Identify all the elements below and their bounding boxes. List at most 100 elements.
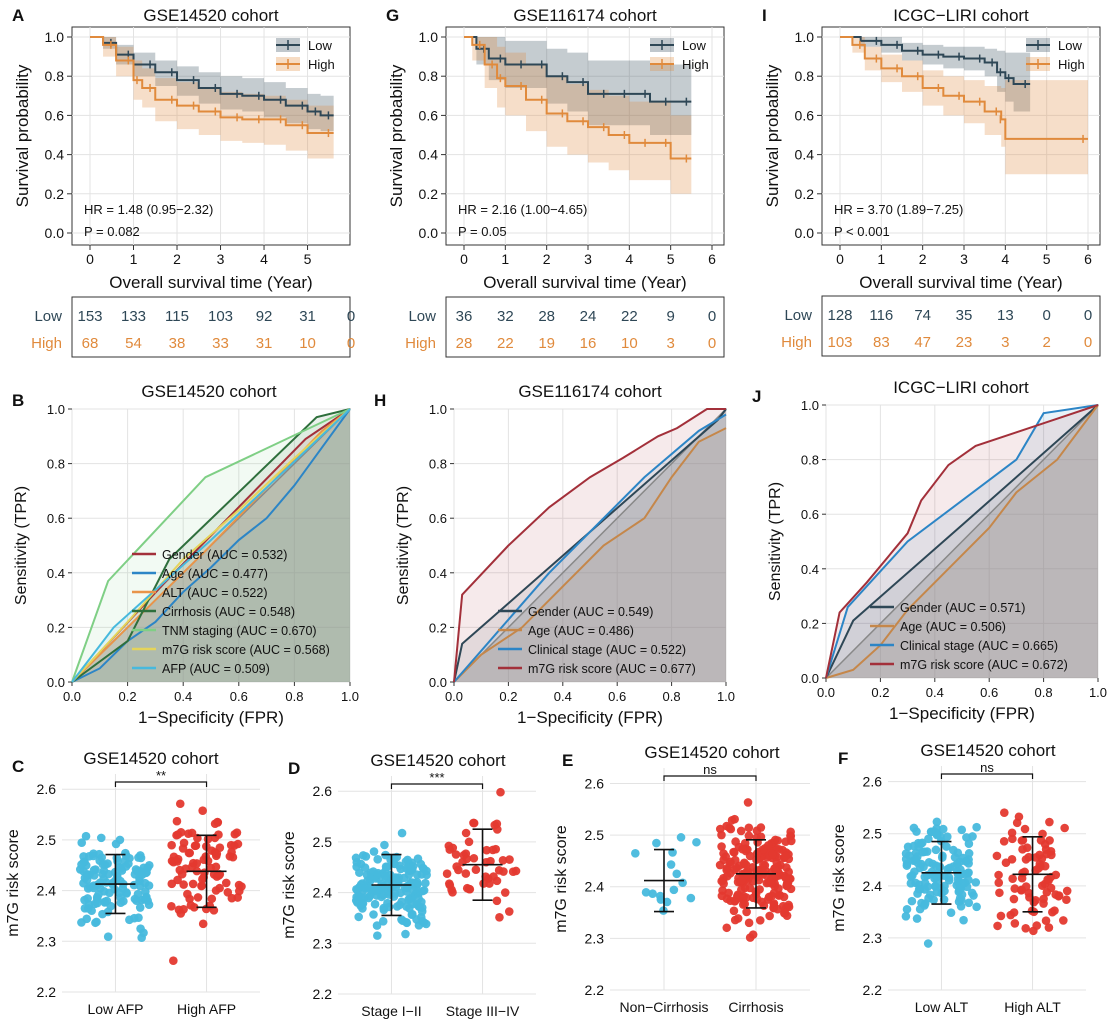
y-tick-label: 0.4 — [801, 562, 819, 577]
data-point — [85, 882, 95, 892]
data-point — [91, 918, 100, 928]
data-point — [1029, 897, 1039, 907]
data-point — [404, 895, 413, 904]
data-point — [492, 896, 502, 906]
ci-band-high — [90, 37, 334, 159]
risk-count-high: 0 — [1084, 334, 1092, 351]
data-point — [383, 898, 392, 908]
data-point — [678, 878, 687, 888]
ci-band-high — [464, 37, 692, 194]
risk-count-low: 9 — [666, 308, 674, 325]
x-tick-label: 6 — [1084, 251, 1092, 267]
y-tick-label: 2.6 — [313, 783, 333, 799]
data-point — [1062, 895, 1071, 904]
y-axis-label: Sensitivity (TPR) — [13, 486, 30, 605]
data-point — [666, 860, 676, 869]
data-point — [1054, 891, 1064, 900]
data-point — [773, 836, 782, 845]
data-point — [717, 891, 727, 901]
y-tick-label: 1.0 — [801, 398, 819, 413]
y-tick-label: 0.6 — [429, 511, 447, 526]
data-point — [481, 872, 490, 881]
y-tick-label: 2.3 — [585, 930, 605, 946]
panel-letter: D — [288, 759, 300, 778]
roc-curve — [71, 408, 351, 683]
data-point — [782, 881, 791, 890]
km-panel-G: G GSE116174 cohort 0 1 2 3 4 5 6 0.0 0.2 0.4 0.6 0.8 1… — [386, 6, 725, 358]
data-point — [401, 929, 410, 939]
data-point — [755, 916, 765, 925]
data-point — [725, 823, 734, 833]
roc-area — [454, 428, 726, 682]
data-point — [773, 904, 783, 914]
data-point — [996, 911, 1006, 921]
data-point — [946, 908, 956, 918]
data-point — [125, 915, 134, 925]
legend-label: TNM staging (AUC = 0.670) — [162, 624, 317, 638]
data-point — [79, 866, 88, 876]
data-point — [1009, 894, 1019, 904]
hazard-ratio-text: HR = 3.70 (1.89−7.25) — [834, 202, 963, 217]
data-point — [94, 849, 104, 859]
data-point — [77, 838, 87, 848]
data-point — [103, 932, 113, 942]
data-point — [786, 827, 795, 837]
data-point — [943, 832, 952, 842]
y-tick-label: 2.2 — [585, 982, 605, 998]
data-point — [369, 847, 379, 856]
data-point — [207, 894, 217, 904]
data-point — [1045, 817, 1054, 827]
data-point — [909, 841, 919, 851]
legend-label: Low — [682, 38, 706, 53]
roc-curve — [71, 408, 351, 683]
risk-row-label-high: High — [781, 334, 812, 351]
data-point — [172, 816, 182, 826]
data-point — [785, 874, 794, 884]
legend-label: Gender (AUC = 0.549) — [528, 605, 653, 619]
data-point — [419, 864, 429, 874]
data-point — [448, 843, 458, 853]
risk-count-low: 115 — [165, 308, 189, 325]
y-tick-label: 1.0 — [45, 29, 65, 45]
risk-count-low: 103 — [208, 308, 233, 325]
data-point — [143, 896, 152, 906]
data-point — [469, 853, 479, 863]
legend-label: High — [1058, 57, 1085, 72]
data-point — [958, 878, 968, 888]
data-point — [756, 832, 766, 842]
dot-panel-D: D GSE14520 cohort 2.2 2.3 2.4 2.5 2.6 m7G risk … — [281, 751, 536, 1019]
data-point — [914, 884, 924, 894]
data-point — [780, 908, 790, 918]
panel-letter: C — [12, 757, 24, 776]
x-tick-label: 0.2 — [499, 689, 517, 704]
x-tick-label: 1 — [877, 251, 885, 267]
data-point — [191, 841, 201, 850]
roc-area — [454, 414, 726, 682]
plot-frame — [71, 26, 351, 246]
data-point — [772, 858, 782, 867]
data-point — [198, 919, 208, 929]
x-axis-label: 1−Specificity (FPR) — [889, 704, 1035, 723]
data-point — [923, 939, 933, 948]
risk-count-high: 2 — [1042, 334, 1050, 351]
data-point — [715, 860, 725, 870]
risk-count-low: 31 — [299, 308, 316, 325]
data-point — [1008, 834, 1017, 844]
chart-title: GSE116174 cohort — [513, 6, 657, 25]
panel-letter: B — [12, 391, 24, 410]
x-tick-label: 4 — [1001, 251, 1009, 267]
x-tick-label: 2 — [173, 251, 181, 267]
x-tick-label: 0.0 — [63, 689, 81, 704]
data-point — [1046, 883, 1056, 893]
data-point — [740, 860, 749, 869]
risk-count-high: 68 — [82, 335, 99, 352]
data-point — [717, 876, 726, 886]
ci-band-low — [840, 37, 1031, 112]
risk-count-low: 116 — [869, 307, 893, 324]
panel-letter: E — [562, 751, 573, 770]
legend-label: m7G risk score (AUC = 0.677) — [528, 662, 696, 676]
data-point — [717, 830, 726, 840]
roc-area — [72, 409, 350, 682]
data-point — [167, 901, 176, 911]
x-tick-label: 2 — [543, 251, 551, 267]
